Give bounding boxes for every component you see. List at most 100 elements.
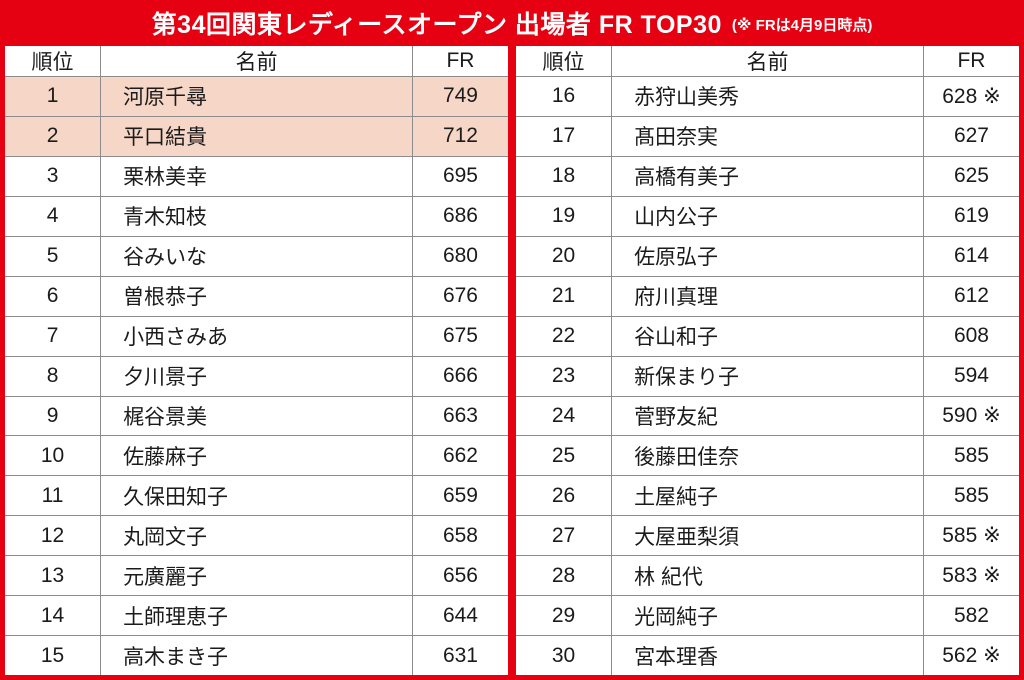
fr-cell: 631 [411,635,508,675]
fr-cell: 695 [411,155,508,197]
fr-cell: 628 ※ [922,76,1019,117]
name-cell: 梶谷景美 [100,395,413,437]
table-row: 21 府川真理 612 [516,275,1019,317]
page-title: 第34回関東レディースオープン 出場者 FR TOP30 [151,11,722,39]
fr-cell: 712 [411,115,508,157]
fr-cell: 585 [922,435,1019,477]
name-cell: 元廣麗子 [100,555,413,597]
table-row: 14 土師理恵子 644 [5,595,508,637]
table-row: 7 小西さみあ 675 [5,315,508,357]
table-row: 5 谷みいな 680 [5,235,508,277]
name-cell: 菅野友紀 [611,395,924,437]
table-row: 29 光岡純子 582 [516,595,1019,637]
table-row: 30 宮本理香 562 ※ [516,635,1019,675]
fr-cell: 619 [922,195,1019,237]
rank-cell: 23 [516,355,613,397]
name-cell: 河原千尋 [100,76,413,117]
table-row: 12 丸岡文子 658 [5,515,508,557]
name-cell: 光岡純子 [611,595,924,637]
name-cell: 栗林美幸 [100,155,413,197]
name-column-header: 名前 [611,46,924,77]
table-row: 11 久保田知子 659 [5,475,508,517]
fr-cell: 676 [411,275,508,317]
rank-cell: 16 [516,76,613,117]
table-divider [508,46,516,675]
rank-cell: 13 [5,555,102,597]
fr-column-header: FR [922,46,1019,77]
fr-cell: 608 [922,315,1019,357]
fr-cell: 627 [922,115,1019,157]
rank-cell: 10 [5,435,102,477]
name-cell: 山内公子 [611,195,924,237]
fr-cell: 582 [922,595,1019,637]
rank-cell: 12 [5,515,102,557]
rank-cell: 8 [5,355,102,397]
name-cell: 高橋有美子 [611,155,924,197]
name-cell: 佐藤麻子 [100,435,413,477]
table-row: 13 元廣麗子 656 [5,555,508,597]
name-cell: 夕川景子 [100,355,413,397]
rank-cell: 19 [516,195,613,237]
rank-cell: 22 [516,315,613,357]
rank-cell: 2 [5,115,102,157]
rank-cell: 26 [516,475,613,517]
rank-cell: 3 [5,155,102,197]
table-row: 16 赤狩山美秀 628 ※ [516,76,1019,117]
rank-cell: 7 [5,315,102,357]
table-row: 20 佐原弘子 614 [516,235,1019,277]
name-cell: 平口結貴 [100,115,413,157]
table-row: 23 新保まり子 594 [516,355,1019,397]
rank-column-header: 順位 [516,46,613,77]
table-row: 1 河原千尋 749 [5,76,508,117]
name-cell: 曽根恭子 [100,275,413,317]
rank-cell: 6 [5,275,102,317]
name-cell: 谷みいな [100,235,413,277]
name-cell: 林 紀代 [611,555,924,597]
fr-cell: 614 [922,235,1019,277]
rank-cell: 14 [5,595,102,637]
name-cell: 土屋純子 [611,475,924,517]
name-cell: 後藤田佳奈 [611,435,924,477]
ranking-table-left: 順位 名前 FR 1 河原千尋 749 2 平口結貴 712 3 栗林美幸 695 4 青木知枝 68… [5,46,508,675]
name-cell: 谷山和子 [611,315,924,357]
rank-cell: 25 [516,435,613,477]
table-row: 28 林 紀代 583 ※ [516,555,1019,597]
rank-cell: 18 [516,155,613,197]
fr-cell: 656 [411,555,508,597]
rank-cell: 28 [516,555,613,597]
name-cell: 赤狩山美秀 [611,76,924,117]
fr-cell: 590 ※ [922,395,1019,437]
fr-cell: 625 [922,155,1019,197]
table-row: 26 土屋純子 585 [516,475,1019,517]
table-row: 22 谷山和子 608 [516,315,1019,357]
fr-cell: 749 [411,76,508,117]
ranking-tables: 順位 名前 FR 1 河原千尋 749 2 平口結貴 712 3 栗林美幸 695 4 青木知枝 68… [0,46,1024,680]
rank-cell: 9 [5,395,102,437]
table-row: 18 高橋有美子 625 [516,155,1019,197]
rank-cell: 30 [516,635,613,675]
name-cell: 久保田知子 [100,475,413,517]
header-row: 順位 名前 FR [5,46,508,77]
name-cell: 大屋亜梨須 [611,515,924,557]
rank-cell: 5 [5,235,102,277]
name-cell: 丸岡文子 [100,515,413,557]
title-note: (※ FRは4月9日時点) [731,17,873,34]
rank-cell: 27 [516,515,613,557]
name-cell: 府川真理 [611,275,924,317]
rank-cell: 15 [5,635,102,675]
fr-cell: 675 [411,315,508,357]
rank-column-header: 順位 [5,46,102,77]
fr-cell: 663 [411,395,508,437]
fr-cell: 585 [922,475,1019,517]
fr-cell: 612 [922,275,1019,317]
table-row: 25 後藤田佳奈 585 [516,435,1019,477]
fr-cell: 662 [411,435,508,477]
ranking-table-right: 順位 名前 FR 16 赤狩山美秀 628 ※ 17 髙田奈実 627 18 高橋有美子 625… [516,46,1019,675]
table-row: 17 髙田奈実 627 [516,115,1019,157]
table-row: 9 梶谷景美 663 [5,395,508,437]
fr-cell: 659 [411,475,508,517]
header-row: 順位 名前 FR [516,46,1019,77]
name-cell: 土師理恵子 [100,595,413,637]
table-row: 19 山内公子 619 [516,195,1019,237]
